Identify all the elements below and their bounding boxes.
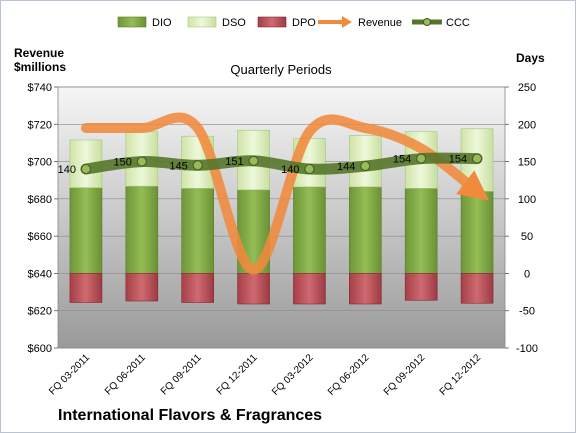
dpo-bar (237, 273, 270, 305)
dpo-bar (293, 273, 326, 305)
chart-title: Quarterly Periods (230, 62, 332, 77)
ccc-point (248, 155, 259, 166)
legend-item-dpo: DPO (257, 16, 316, 29)
revenue-line (80, 112, 489, 275)
left-axis-ticks: $740 $720 $700 $680 $660 $640 $620 $600 (28, 82, 58, 355)
x-axis-label: FQ 03-2012 (270, 352, 316, 398)
x-axis-label: FQ 09-2012 (382, 352, 428, 398)
ccc-data-label: 151 (225, 156, 243, 168)
legend-label: DSO (222, 17, 246, 29)
ccc-point (472, 153, 483, 164)
legend-label: DIO (152, 17, 172, 29)
legend-marker (423, 18, 431, 26)
right-tick-label: -50 (519, 306, 535, 318)
dpo-bar (181, 273, 214, 303)
x-axis-label: FQ 03-2011 (47, 352, 92, 397)
ccc-data-label: 154 (449, 154, 467, 166)
ccc-data-label: 144 (337, 161, 355, 173)
x-axis-label: FQ 12-2011 (215, 352, 260, 397)
right-axis-label: Days (516, 51, 545, 65)
legend-swatch (187, 16, 217, 28)
right-tick-label: -100 (516, 343, 538, 355)
left-tick-label: $680 (28, 194, 52, 206)
right-tick-label: 250 (518, 82, 536, 94)
legend-swatch (117, 16, 147, 28)
dio-bar (293, 186, 326, 274)
ccc-data-label: 140 (58, 164, 76, 176)
right-tick-label: 0 (524, 268, 530, 280)
left-tick-label: $700 (28, 157, 52, 169)
dpo-bar (125, 273, 159, 302)
legend-item-dio: DIO (117, 16, 172, 29)
legend-label: Revenue (358, 17, 402, 29)
left-tick-label: $600 (28, 343, 52, 355)
ccc-data-label: 140 (281, 164, 299, 176)
right-tick-label: 100 (518, 194, 536, 206)
left-tick-label: $720 (28, 119, 52, 131)
ccc-point (136, 156, 147, 167)
left-axis-label-line2: $millions (14, 60, 66, 74)
x-axis-label: FQ 12-2012 (438, 352, 484, 398)
dpo-bar (404, 273, 438, 301)
dpo-bar (349, 273, 382, 305)
x-axis-label: FQ 06-2012 (326, 352, 372, 398)
left-tick-label: $640 (28, 268, 52, 280)
legend-swatch (257, 16, 287, 28)
company-title: International Flavors & Fragrances (58, 407, 322, 424)
ccc-data-label: 145 (169, 160, 187, 172)
legend-item-revenue: Revenue (318, 16, 402, 29)
legend-item-ccc: CCC (412, 17, 470, 29)
dpo-bar (460, 273, 494, 304)
ccc-point (416, 153, 427, 164)
dio-bar (460, 191, 494, 274)
left-tick-label: $740 (28, 82, 52, 94)
legend-item-dso: DSO (187, 16, 246, 29)
ccc-data-label: 150 (113, 157, 131, 169)
right-tick-label: 50 (521, 231, 533, 243)
right-tick-label: 200 (518, 119, 536, 131)
x-axis-label: FQ 06-2011 (103, 352, 148, 397)
legend: DIO DSO DPO Revenue CCC (117, 16, 470, 29)
dio-bar (404, 188, 438, 274)
ccc-line: 140 150 145 151 140 144 154 154 (58, 152, 483, 176)
dio-bar (69, 187, 103, 274)
dpo-bar (69, 273, 103, 303)
ccc-point (80, 164, 91, 175)
ccc-point (192, 160, 203, 171)
ccc-point (360, 161, 371, 172)
x-axis-label: FQ 09-2011 (159, 352, 204, 397)
legend-label: CCC (446, 17, 470, 29)
ccc-data-label: 154 (393, 154, 411, 166)
dio-bar (349, 186, 382, 274)
ccc-point (304, 164, 315, 175)
x-axis-labels: FQ 03-2011 FQ 06-2011 FQ 09-2011 FQ 12-2011… (47, 352, 483, 398)
legend-arrow-head (342, 16, 352, 28)
left-tick-label: $660 (28, 231, 52, 243)
right-axis-ticks: 250 200 150 100 50 0 -50 -100 (505, 82, 538, 355)
left-tick-label: $620 (28, 306, 52, 318)
legend-label: DPO (292, 17, 316, 29)
right-tick-label: 150 (518, 157, 536, 169)
dio-bar (125, 185, 159, 274)
left-axis-label-line1: Revenue (14, 46, 64, 60)
revenue-series-line (80, 112, 489, 275)
dio-bar (181, 188, 214, 274)
